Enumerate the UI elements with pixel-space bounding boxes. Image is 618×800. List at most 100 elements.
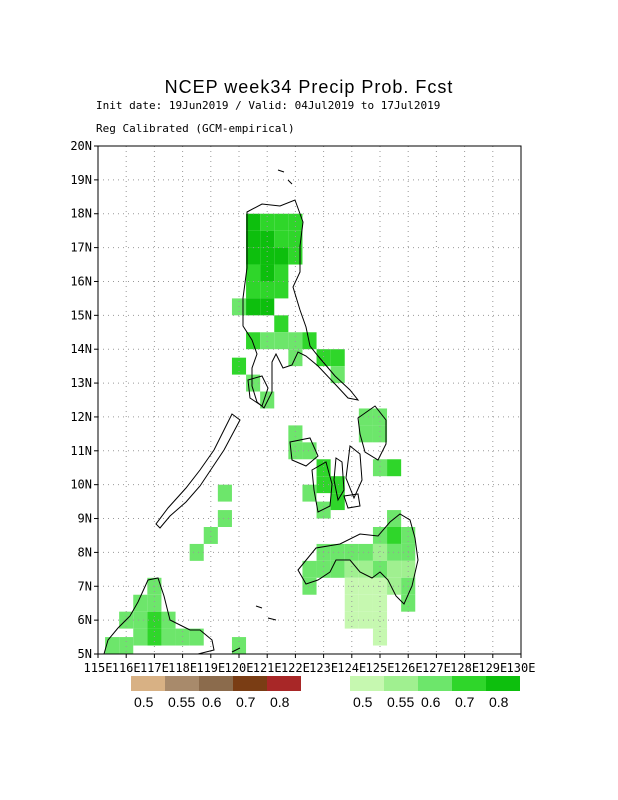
coast-leyte — [345, 445, 363, 500]
coast-sulu — [231, 605, 277, 653]
prob-cell — [175, 628, 190, 646]
lon-label: 130E — [507, 661, 536, 675]
map-frame — [97, 145, 522, 655]
legend-wet-bar — [350, 676, 520, 691]
prob-cell — [302, 332, 317, 350]
prob-cell — [401, 527, 416, 544]
lat-label: 9N — [78, 512, 92, 526]
legend-swatch — [350, 676, 384, 691]
prob-cell — [330, 560, 345, 578]
prob-cell — [133, 611, 148, 629]
prob-cell — [330, 349, 345, 367]
prob-cell — [330, 493, 345, 511]
coast-luzon — [242, 199, 360, 409]
prob-cell — [302, 577, 317, 595]
legend-label: 0.55 — [168, 694, 196, 710]
latitude-labels: 5N 6N 7N 8N 9N 10N 11N 12N 13N 14N 15N 16N 17N 18N 19N… — [70, 139, 98, 661]
prob-cell — [372, 560, 388, 578]
lon-label: 128E — [450, 661, 479, 675]
legend-swatch — [452, 676, 486, 691]
prob-cell — [189, 628, 204, 646]
prob-cell — [203, 527, 218, 544]
lon-label: 124E — [337, 661, 366, 675]
prob-cell — [288, 332, 303, 350]
prob-cell — [358, 577, 373, 595]
lat-label: 19N — [70, 173, 92, 187]
coastline — [103, 169, 419, 655]
prob-cell — [288, 230, 303, 248]
lon-label: 122E — [281, 661, 310, 675]
map-subtitle-method: Reg Calibrated (GCM-empirical) — [96, 122, 295, 135]
prob-cell — [147, 628, 162, 646]
prob-cell — [217, 510, 232, 527]
legend-label: 0.5 — [134, 694, 154, 710]
legend-swatch — [131, 676, 165, 691]
legend-swatch — [267, 676, 301, 691]
prob-cell — [372, 611, 388, 629]
prob-cell — [372, 459, 388, 477]
prob-cell — [260, 391, 275, 409]
prob-cell — [401, 560, 416, 578]
prob-cell — [316, 560, 331, 578]
legend-label: 0.5 — [353, 694, 373, 710]
prob-cell — [246, 213, 261, 231]
prob-cell — [246, 230, 261, 248]
coast-negros — [311, 461, 333, 513]
prob-cell — [316, 349, 331, 367]
prob-cell — [330, 366, 345, 384]
prob-cell — [372, 594, 388, 612]
legend-label: 0.8 — [270, 694, 290, 710]
prob-cell — [161, 628, 176, 646]
lon-label: 115E — [84, 661, 113, 675]
prob-cell — [358, 543, 373, 561]
lon-label: 125E — [366, 661, 395, 675]
longitude-labels: 115E 116E 117E 118E 119E 120E 121E 122E 123E 124E… — [84, 654, 536, 675]
lon-label: 121E — [253, 661, 282, 675]
map-title: NCEP week34 Precip Prob. Fcst — [164, 77, 454, 97]
prob-cell — [274, 281, 289, 299]
lon-label: 118E — [168, 661, 197, 675]
prob-cell — [217, 484, 232, 502]
legend-label: 0.55 — [387, 694, 415, 710]
prob-cell — [246, 247, 261, 265]
legend-label: 0.7 — [455, 694, 475, 710]
prob-cell — [316, 501, 331, 519]
lat-label: 20N — [70, 139, 92, 153]
prob-cell — [274, 315, 289, 333]
lon-label: 123E — [309, 661, 338, 675]
prob-cell — [316, 459, 331, 477]
prob-cell — [344, 543, 359, 561]
coast-cebu — [333, 457, 345, 502]
prob-cell — [274, 332, 289, 350]
prob-cell — [246, 298, 261, 316]
prob-cell — [274, 213, 289, 231]
prob-cell — [330, 476, 345, 494]
legend-label: 0.7 — [236, 694, 256, 710]
coast-panay — [289, 437, 319, 467]
lon-label: 119E — [196, 661, 225, 675]
lon-label: 126E — [394, 661, 423, 675]
prob-cell — [288, 213, 303, 231]
lat-label: 6N — [78, 613, 92, 627]
prob-cell — [147, 594, 162, 612]
lon-label: 127E — [422, 661, 451, 675]
prob-cell — [372, 527, 388, 544]
prob-cell — [387, 543, 402, 561]
prob-cell — [288, 425, 303, 443]
lon-label: 129E — [478, 661, 507, 675]
prob-cell — [387, 577, 402, 595]
coast-samar — [357, 405, 387, 461]
prob-cell — [105, 637, 120, 654]
lat-label: 18N — [70, 207, 92, 221]
prob-cell — [358, 611, 373, 629]
prob-cell — [372, 425, 388, 443]
lat-label: 11N — [70, 444, 92, 458]
prob-cell — [260, 281, 275, 299]
lat-label: 5N — [78, 647, 92, 661]
legend-dry-bar — [131, 676, 301, 691]
legend-label: 0.8 — [489, 694, 509, 710]
prob-cell — [133, 594, 148, 612]
legend-swatch — [199, 676, 233, 691]
lon-label: 116E — [112, 661, 141, 675]
prob-cell — [330, 543, 345, 561]
